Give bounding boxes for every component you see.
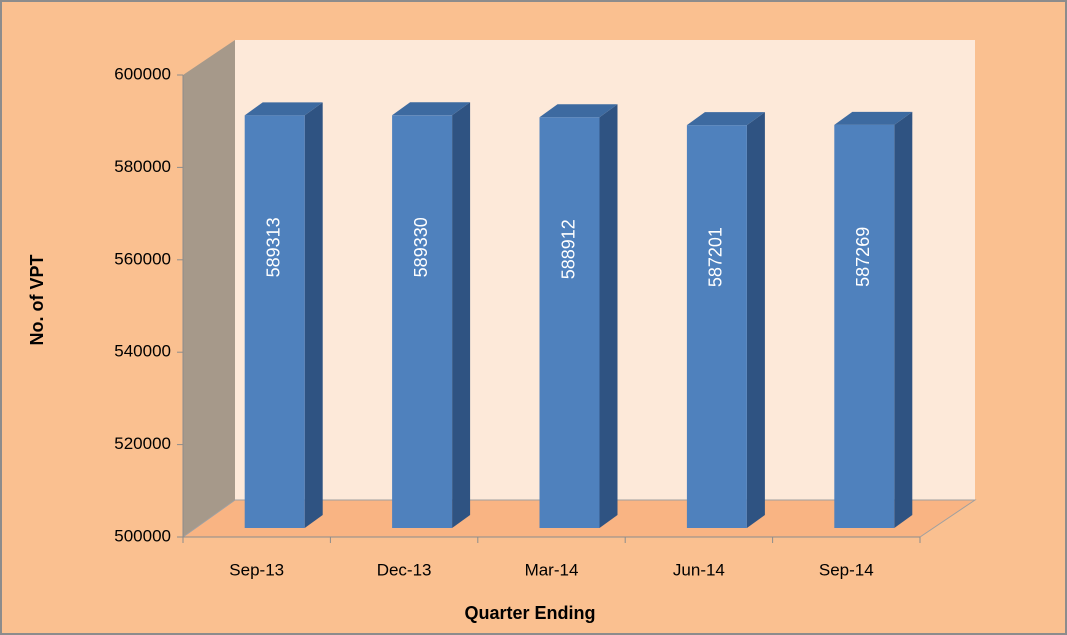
bar-side <box>599 104 618 528</box>
y-tick-label: 560000 <box>114 249 171 268</box>
y-tick-label: 540000 <box>114 342 171 361</box>
y-tick-label: 580000 <box>114 157 171 176</box>
bar-top <box>686 112 765 126</box>
bar-side <box>746 112 765 528</box>
x-tick-label: Mar-14 <box>525 560 579 579</box>
x-tick-label: Sep-13 <box>229 560 284 579</box>
bar <box>244 115 305 529</box>
y-tick-label: 520000 <box>114 434 171 453</box>
y-tick-label: 600000 <box>114 64 171 83</box>
bar-side <box>304 102 323 529</box>
value-label: 587269 <box>853 227 873 287</box>
bar-side <box>894 111 913 528</box>
value-label: 587201 <box>706 227 726 287</box>
side-wall <box>183 40 235 537</box>
bar <box>392 115 453 528</box>
bar <box>686 125 747 528</box>
bar-top <box>392 102 471 116</box>
y-tick-label: 500000 <box>114 526 171 545</box>
x-tick-label: Jun-14 <box>673 560 725 579</box>
bar <box>539 117 600 528</box>
value-label: 589330 <box>411 217 431 277</box>
x-tick-label: Sep-14 <box>819 560 874 579</box>
x-axis-title: Quarter Ending <box>464 603 595 623</box>
bar-top <box>539 104 618 118</box>
value-label: 588912 <box>558 219 578 279</box>
bar-top <box>834 111 913 125</box>
y-axis-title: No. of VPT <box>27 255 47 346</box>
bar <box>834 124 895 528</box>
bar-side <box>452 102 471 528</box>
value-label: 589313 <box>263 217 283 277</box>
bar-top <box>244 102 323 116</box>
x-tick-label: Dec-13 <box>377 560 432 579</box>
